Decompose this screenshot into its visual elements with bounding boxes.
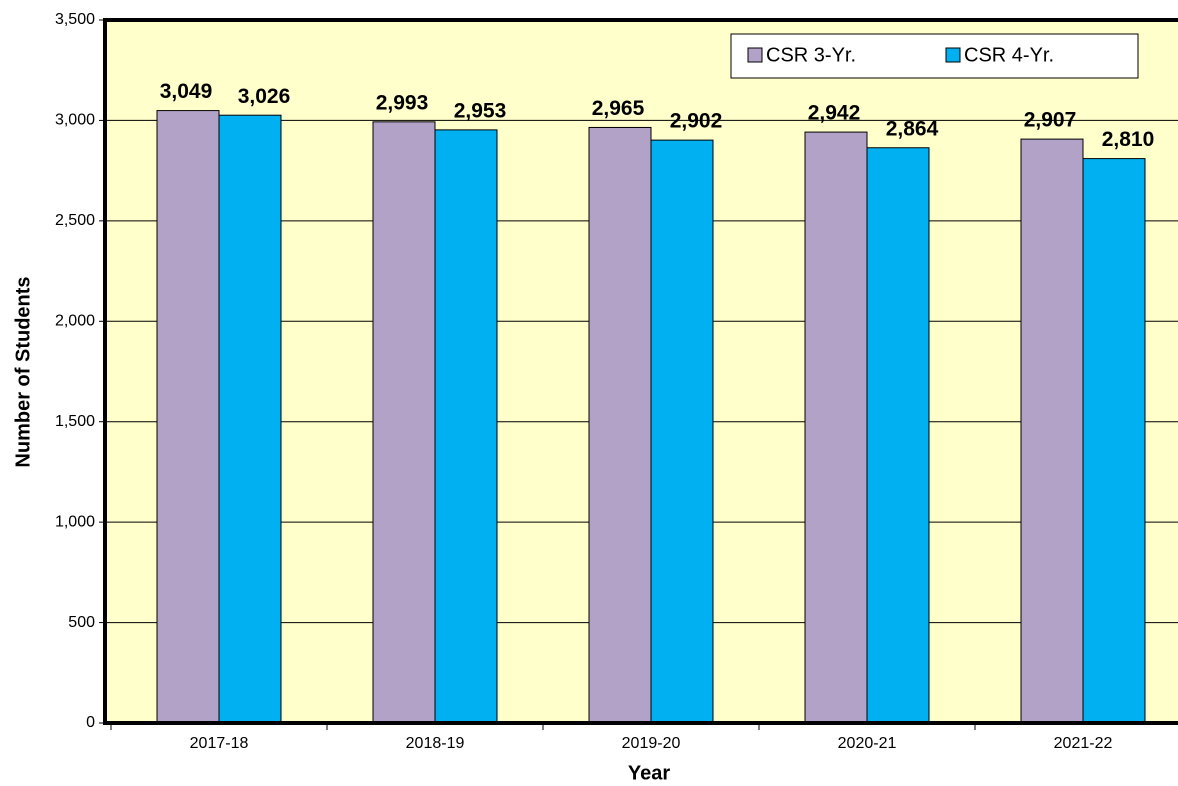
x-tick-label: 2017-18 <box>190 735 249 752</box>
y-tick-label: 2,500 <box>55 212 95 229</box>
y-tick-label: 0 <box>86 714 95 731</box>
value-label: 3,026 <box>238 85 291 108</box>
legend-box <box>730 33 1139 79</box>
x-tick-label: 2019-20 <box>622 735 681 752</box>
value-label: 2,953 <box>454 99 507 122</box>
value-label: 2,965 <box>592 97 645 120</box>
y-tick-label: 3,000 <box>55 112 95 129</box>
value-label: 2,907 <box>1024 109 1077 132</box>
legend-swatch <box>945 47 961 63</box>
y-tick-label: 500 <box>68 614 95 631</box>
bar <box>588 126 652 724</box>
y-tick-label: 3,500 <box>55 11 95 28</box>
bar <box>1020 138 1084 724</box>
bar <box>650 139 714 724</box>
x-axis-title: Year <box>628 762 670 784</box>
bar <box>1082 158 1146 724</box>
value-label: 2,993 <box>376 91 429 114</box>
bar <box>434 129 498 724</box>
legend-label: CSR 4-Yr. <box>964 44 1054 66</box>
value-label: 3,049 <box>160 80 213 103</box>
y-axis-title: Number of Students <box>12 276 34 467</box>
bar <box>804 131 868 724</box>
legend-label: CSR 3-Yr. <box>766 44 856 66</box>
value-label: 2,810 <box>1102 128 1155 151</box>
legend-swatch <box>747 47 763 63</box>
y-tick-label: 1,500 <box>55 413 95 430</box>
value-label: 2,864 <box>886 117 939 140</box>
y-tick-label: 2,000 <box>55 313 95 330</box>
x-tick-label: 2020-21 <box>838 735 897 752</box>
value-label: 2,902 <box>670 110 723 133</box>
bar <box>372 121 436 724</box>
y-tick-label: 1,000 <box>55 513 95 530</box>
bar <box>866 147 930 724</box>
bar <box>156 110 220 724</box>
x-tick-label: 2018-19 <box>406 735 465 752</box>
x-tick-label: 2021-22 <box>1054 735 1113 752</box>
bar <box>218 114 282 724</box>
value-label: 2,942 <box>808 102 861 125</box>
